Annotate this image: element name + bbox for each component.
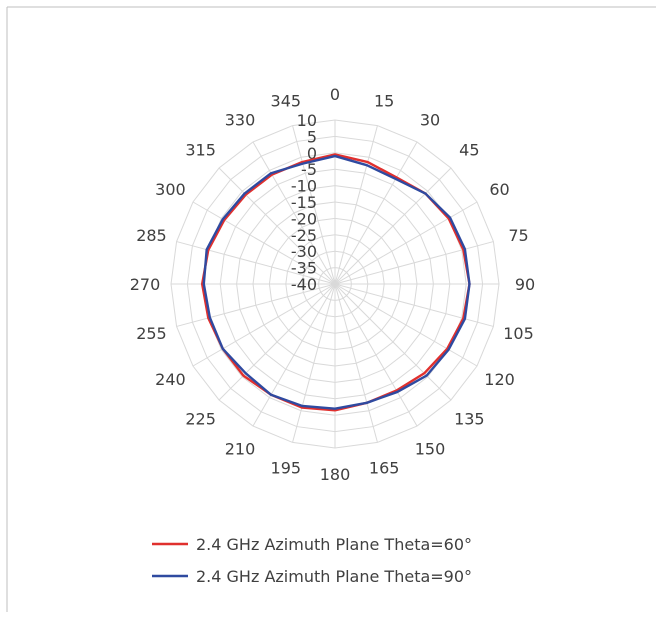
radial-tick-label: -20 xyxy=(291,209,317,228)
grid-spoke xyxy=(176,241,336,285)
angle-label: 315 xyxy=(185,141,216,160)
radial-tick-label: -35 xyxy=(291,259,317,278)
radial-tick-label: 5 xyxy=(307,127,317,146)
angle-labels: 0 15 30 45 60 75 90 105 120 135 150 165 180 195 210 225… xyxy=(130,85,535,484)
grid-spoke xyxy=(218,283,336,401)
grid-spoke xyxy=(292,283,336,443)
angle-label: 45 xyxy=(459,141,479,160)
legend: 2.4 GHz Azimuth Plane Theta=60° 2.4 GHz A… xyxy=(152,535,472,586)
angle-label: 210 xyxy=(225,440,256,459)
radial-tick-label: -15 xyxy=(291,193,317,212)
angle-label: 195 xyxy=(271,459,302,478)
grid-spoke xyxy=(192,283,336,367)
angle-label: 135 xyxy=(454,409,485,428)
radial-tick-label: -40 xyxy=(291,275,317,294)
angle-label: 60 xyxy=(489,180,509,199)
polar-grid xyxy=(170,119,500,449)
grid-spoke xyxy=(192,201,336,285)
grid-spoke xyxy=(334,167,452,285)
angle-label: 75 xyxy=(508,226,528,245)
angle-label: 15 xyxy=(374,91,394,110)
grid-spoke xyxy=(334,283,452,401)
grid-spoke xyxy=(252,283,336,427)
angle-label: 225 xyxy=(185,409,216,428)
radial-tick-label: -25 xyxy=(291,226,317,245)
series-line-1 xyxy=(200,153,471,412)
angle-label: 30 xyxy=(420,110,440,129)
grid-spoke xyxy=(218,167,336,285)
grid-spoke xyxy=(252,141,336,285)
angle-label: 270 xyxy=(130,275,161,294)
angle-label: 180 xyxy=(320,465,351,484)
legend-label-1: 2.4 GHz Azimuth Plane Theta=60° xyxy=(196,535,472,554)
grid-spoke xyxy=(334,241,494,285)
grid-spoke xyxy=(292,125,336,285)
angle-label: 240 xyxy=(155,370,186,389)
grid-spoke xyxy=(334,283,378,443)
grid-spoke xyxy=(176,283,336,327)
angle-label: 330 xyxy=(225,110,256,129)
grid-spoke xyxy=(334,201,478,285)
angle-label: 345 xyxy=(271,91,302,110)
grid-spoke xyxy=(334,141,418,285)
angle-label: 300 xyxy=(155,180,186,199)
angle-label: 255 xyxy=(136,324,167,343)
angle-label: 0 xyxy=(330,85,340,104)
angle-label: 165 xyxy=(369,459,400,478)
series-layer xyxy=(200,153,471,412)
angle-label: 285 xyxy=(136,226,167,245)
legend-label-2: 2.4 GHz Azimuth Plane Theta=90° xyxy=(196,567,472,586)
grid-spoke xyxy=(334,125,378,285)
angle-label: 150 xyxy=(415,440,446,459)
angle-label: 105 xyxy=(503,324,534,343)
radial-tick-label: -5 xyxy=(301,160,317,179)
grid-spoke xyxy=(334,283,478,367)
radial-tick-label: -10 xyxy=(291,177,317,196)
series-line-2 xyxy=(202,154,471,410)
angle-label: 90 xyxy=(515,275,535,294)
grid-spoke xyxy=(334,283,418,427)
radial-tick-label: 0 xyxy=(307,144,317,163)
angle-label: 120 xyxy=(484,370,515,389)
grid-spoke xyxy=(334,283,494,327)
radial-tick-label: -30 xyxy=(291,242,317,261)
radial-tick-label: 10 xyxy=(297,111,317,130)
